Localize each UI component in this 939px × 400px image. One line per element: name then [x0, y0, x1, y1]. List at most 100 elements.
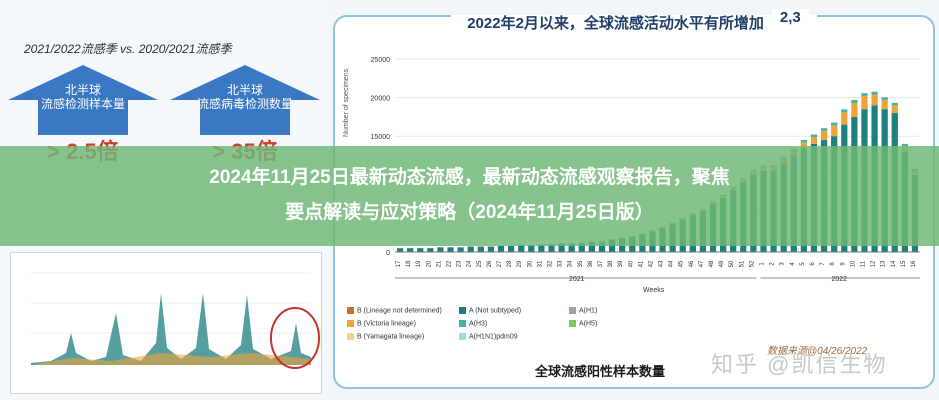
- arrow-sample-size: 北半球 流感检测样本量: [8, 65, 158, 135]
- bar-segment: [851, 99, 858, 104]
- legend-item: A(H3): [459, 320, 487, 327]
- x-tick-label: 4: [790, 262, 796, 266]
- headline-line2: 要点解读与应对策略（2024年11月25日版）: [285, 202, 654, 223]
- x-axis-label: Weeks: [643, 287, 665, 294]
- x-tick-label: 44: [669, 260, 675, 267]
- bar-segment: [831, 122, 838, 126]
- x-tick-label: 1: [760, 262, 766, 266]
- bar-segment: [528, 245, 535, 252]
- legend-item: B (Victoria lineage): [347, 320, 416, 327]
- x-tick-label: 21: [436, 260, 442, 267]
- legend-item: B (Lineage not determined): [347, 307, 442, 314]
- x-tick-label: 51: [739, 260, 745, 267]
- legend-item: A (Not subtyped): [459, 307, 521, 314]
- bar-segment: [548, 244, 555, 252]
- legend-swatch: [459, 307, 466, 314]
- chart-title: 2022年2月以来，全球流感活动水平有所增加 2,3: [335, 9, 933, 33]
- bar-segment: [810, 134, 818, 137]
- legend-swatch: [569, 307, 576, 314]
- x-tick-label: 12: [871, 260, 877, 267]
- x-tick-label: 15: [901, 260, 907, 267]
- x-tick-label: 37: [598, 260, 604, 267]
- bar-segment: [598, 241, 606, 252]
- bar-segment: [507, 245, 515, 252]
- x-tick-label: 30: [527, 260, 533, 267]
- x-tick-label: 23: [457, 260, 463, 267]
- bar-segment: [568, 243, 575, 252]
- x-tick-label: 20: [426, 260, 432, 267]
- x-tick-label: 17: [396, 260, 402, 267]
- x-tick-label: 6: [810, 262, 816, 266]
- bar-segment: [558, 243, 565, 252]
- bar-segment: [588, 241, 596, 252]
- x-tick-label: 45: [679, 260, 685, 267]
- legend-swatch: [459, 320, 466, 327]
- x-tick-label: 25: [477, 260, 483, 267]
- legend-item: B (Yamagata lineage): [347, 333, 424, 340]
- x-tick-label: 8: [830, 262, 836, 266]
- x-tick-label: 38: [608, 260, 614, 267]
- x-tick-label: 35: [578, 260, 584, 267]
- x-tick-label: 22: [447, 260, 453, 267]
- arrow2-line2: 流感病毒检测数量: [196, 97, 293, 111]
- bar-segment: [861, 96, 868, 110]
- legend-swatch: [569, 320, 576, 327]
- bar-segment: [538, 244, 545, 252]
- bar-segment: [891, 105, 898, 114]
- bar-segment: [417, 248, 424, 252]
- x-tick-label: 49: [719, 260, 725, 267]
- x-tick-label: 10: [850, 260, 856, 267]
- legend-item: A(H5): [569, 320, 597, 327]
- highlight-circle: [270, 307, 320, 369]
- x-tick-label: 39: [618, 260, 624, 267]
- arrow-up-icon: [8, 65, 158, 135]
- bar-segment: [800, 142, 808, 148]
- bar-segment: [881, 99, 888, 110]
- x-tick-label: 41: [638, 260, 644, 267]
- legend-item: A(H1N1)pdm09: [459, 333, 518, 340]
- bar-segment: [810, 136, 818, 144]
- x-tick-label: 31: [537, 260, 543, 267]
- x-tick-label: 11: [860, 260, 866, 267]
- bar-segment: [871, 94, 878, 106]
- bar-segment: [851, 103, 858, 117]
- x-tick-label: 28: [507, 260, 513, 267]
- y-tick-label: 0: [386, 250, 390, 257]
- zhihu-watermark: 知乎 @凯信生物: [711, 352, 888, 377]
- bar-segment: [447, 247, 454, 252]
- left-title: 2021/2022流感季 vs. 2020/2021流感季: [24, 42, 232, 56]
- arrow-up-icon: [170, 65, 320, 135]
- bar-segment: [396, 248, 404, 252]
- legend-swatch: [347, 333, 354, 340]
- x-tick-label: 7: [820, 262, 826, 266]
- x-tick-label: 3: [780, 262, 786, 266]
- arrow2-line1: 北半球: [226, 83, 263, 97]
- bar-segment: [457, 247, 464, 252]
- bar-segment: [841, 109, 848, 113]
- x-tick-label: 16: [911, 260, 917, 267]
- headline-line1: 2024年11月25日最新动态流感，最新动态流感观察报告，聚焦: [209, 167, 730, 188]
- y-tick-label: 15000: [371, 134, 391, 141]
- legend-item: A(H1): [569, 307, 597, 314]
- x-tick-label: 33: [558, 260, 564, 267]
- x-tick-label: 24: [467, 260, 473, 267]
- x-tick-label: 43: [659, 260, 665, 267]
- bar-segment: [871, 91, 878, 95]
- x-tick-label: 27: [497, 260, 503, 267]
- x-tick-label: 42: [648, 260, 654, 267]
- x-tick-label: 48: [709, 260, 715, 267]
- x-tick-label: 18: [406, 260, 412, 267]
- x-tick-label: 5: [800, 262, 806, 266]
- small-flu-chart: [10, 252, 322, 394]
- bar-segment: [487, 246, 495, 252]
- x-tick-label: 34: [568, 260, 574, 267]
- headline-text: 2024年11月25日最新动态流感，最新动态流感观察报告，聚焦 要点解读与应对策…: [14, 160, 925, 230]
- arrow1-line2: 流感检测样本量: [40, 97, 125, 111]
- x-tick-label: 40: [628, 260, 634, 267]
- bar-segment: [477, 246, 484, 252]
- chart-title-text: 2022年2月以来，全球流感活动水平有所增加: [459, 15, 772, 32]
- x-tick-label: 32: [547, 260, 553, 267]
- x-tick-label: 29: [517, 260, 523, 267]
- bar-segment: [841, 112, 848, 125]
- y-tick-label: 20000: [371, 96, 391, 103]
